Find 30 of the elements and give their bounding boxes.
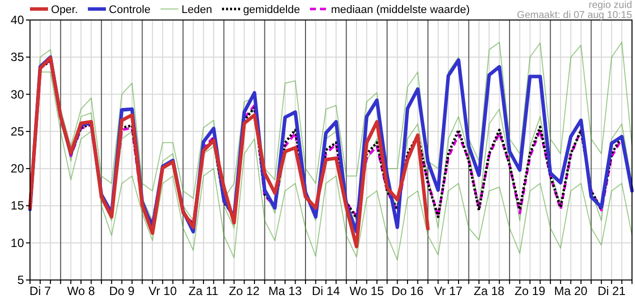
y-tick-label: 15 [10,198,24,213]
x-tick-label: Vr 17 [434,284,463,298]
y-tick-label: 35 [10,50,24,64]
annotation: Gemaakt: di 07 aug 10:15 [516,10,632,21]
y-tick-label: 5 [17,273,24,287]
text: regio zuid [588,0,632,11]
x-tick-label: Wo 8 [67,284,96,298]
x-tick-label: Zo 19 [514,284,546,298]
y-tick-label: 30 [10,87,24,102]
x-tick-label: Wo 15 [349,284,384,298]
legend-label: Leden [181,4,212,16]
x-tick-label: Di 21 [598,284,626,298]
y-tick-label: 10 [10,236,24,250]
x-tick-label: Ma 20 [554,284,588,298]
x-tick-label: Zo 12 [228,284,260,298]
x-tick-label: Za 11 [188,284,219,298]
legend-label: gemiddelde [243,4,300,16]
x-tick-label: Ma 13 [268,284,302,298]
y-tick-label: 40 [10,13,24,27]
x-tick-label: Za 18 [474,284,505,298]
x-tick-label: Vr 10 [148,284,178,298]
legend-label: Oper. [51,4,78,16]
x-tick-label: Di 14 [312,284,340,298]
y-tick-label: 20 [10,162,24,176]
y-tick-label: 25 [10,124,24,138]
legend-label: mediaan (middelste waarde) [330,4,470,16]
legend-label: Controle [108,4,150,16]
x-tick-label: Di 7 [30,284,52,298]
x-tick-label: Do 9 [109,284,135,298]
x-tick-label: Do 16 [392,284,424,298]
